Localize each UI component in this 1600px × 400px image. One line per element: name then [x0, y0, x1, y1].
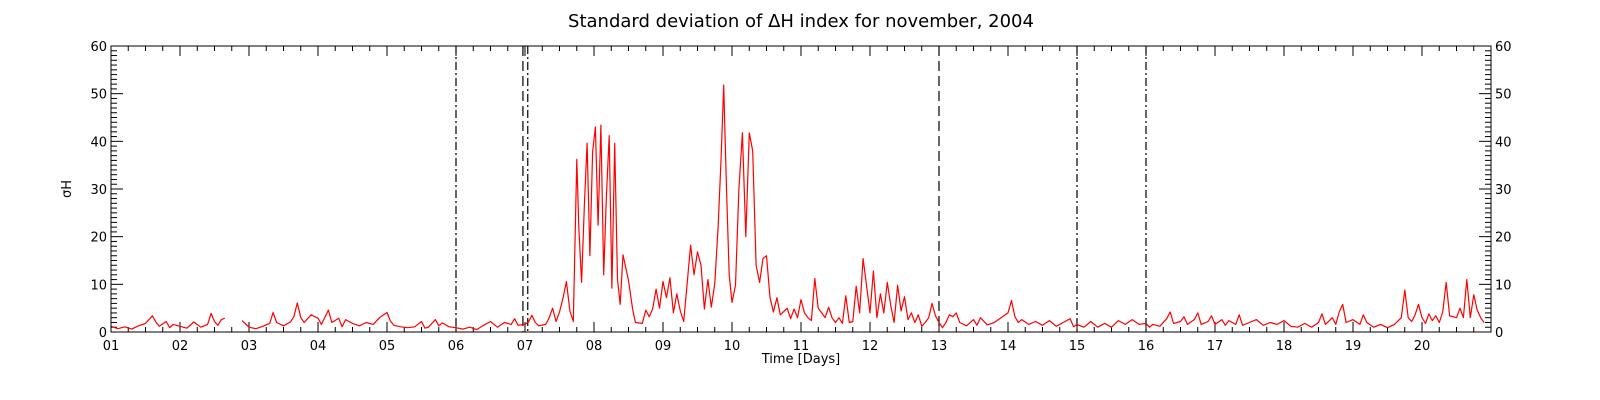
x-tick-label: 19 — [1345, 339, 1362, 354]
x-tick-label: 10 — [724, 339, 741, 354]
x-tick-label: 15 — [1069, 339, 1086, 354]
x-tick-label: 13 — [931, 339, 948, 354]
x-tick-label: 18 — [1276, 339, 1293, 354]
y-tick-label-left: 60 — [90, 40, 107, 55]
x-tick-label: 14 — [1000, 339, 1017, 354]
x-tick-label: 16 — [1138, 339, 1155, 354]
y-tick-label-right: 50 — [1495, 88, 1512, 103]
sigma-h-series-line — [241, 84, 1485, 331]
y-tick-label-left: 30 — [90, 183, 107, 198]
x-axis-ticks: 01 02 03 04 05 06 07 08 09 10 11 12 13 14 15 16 17 18 19 20 — [103, 46, 1492, 354]
x-axis-label: Time [Days] — [761, 352, 841, 367]
y-tick-label-left: 10 — [90, 278, 107, 293]
x-tick-label: 08 — [586, 339, 603, 354]
y-tick-label-left: 40 — [90, 135, 107, 150]
y-tick-label-right: 30 — [1495, 183, 1512, 198]
y-tick-label-left: 20 — [90, 231, 107, 246]
y-tick-label-right: 40 — [1495, 135, 1512, 150]
y-axis-label: σH — [60, 180, 75, 198]
x-tick-label: 11 — [793, 339, 810, 354]
x-tick-label: 04 — [310, 339, 327, 354]
x-tick-label: 01 — [103, 339, 120, 354]
y-tick-label-right: 60 — [1495, 40, 1512, 55]
sigma-h-series-line — [110, 312, 226, 330]
x-tick-label: 12 — [862, 339, 879, 354]
x-tick-label: 05 — [379, 339, 396, 354]
y-tick-label-right: 20 — [1495, 231, 1512, 246]
plot-frame — [110, 45, 1492, 333]
x-tick-label: 02 — [172, 339, 189, 354]
x-tick-label: 09 — [655, 339, 672, 354]
x-tick-label: 03 — [241, 339, 258, 354]
y-axis-ticks: 0 0 10 10 20 20 30 30 40 40 50 50 60 60 — [90, 40, 1511, 341]
x-tick-label: 07 — [517, 339, 534, 354]
data-series — [110, 84, 1485, 331]
y-tick-label-right: 10 — [1495, 278, 1512, 293]
y-tick-label-right: 0 — [1495, 326, 1503, 341]
x-tick-label: 20 — [1414, 339, 1431, 354]
x-tick-label: 06 — [448, 339, 465, 354]
y-tick-label-left: 50 — [90, 88, 107, 103]
y-tick-label-left: 0 — [99, 326, 107, 341]
vertical-markers — [455, 46, 1147, 332]
x-tick-label: 17 — [1207, 339, 1224, 354]
chart-title: Standard deviation of ΔH index for novem… — [568, 11, 1034, 32]
